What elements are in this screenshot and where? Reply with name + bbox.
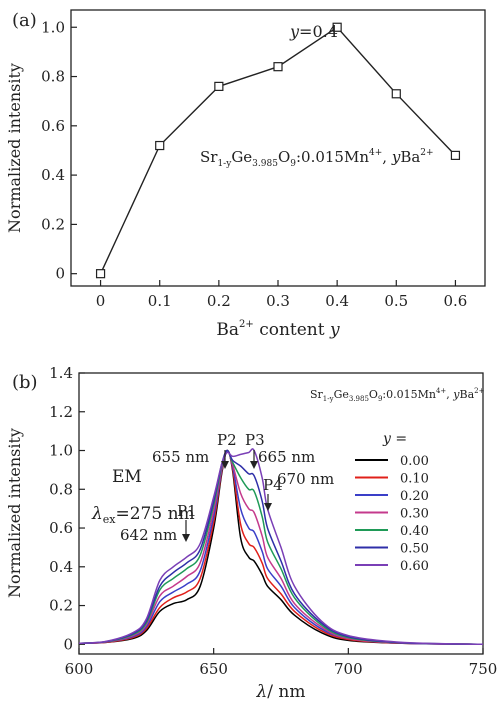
data-point-a [273, 62, 283, 72]
y-tick-label-b: 0.8 [49, 480, 73, 498]
y-tick-label-b: 0.4 [49, 558, 73, 576]
x-tick-label-a: 0.5 [384, 292, 408, 310]
legend-label: 0.50 [400, 542, 429, 557]
x-tick-label-b: 600 [65, 660, 94, 678]
x-tick-label-b: 700 [334, 660, 363, 678]
annotation-p1-label: P1 [177, 502, 197, 520]
y-axis-label-b: Normalized intensity [5, 428, 24, 598]
y-tick-label-b: 0.6 [49, 519, 73, 537]
data-point-a [155, 140, 165, 151]
y-tick-label-b: 1.2 [49, 403, 73, 421]
legend-label: 0.20 [400, 489, 429, 504]
x-tick-label-a: 0 [96, 292, 106, 310]
legend-label: 0.00 [400, 454, 429, 469]
series-line-y-0.60 [78, 448, 484, 646]
series-line-y-0.30 [78, 449, 484, 646]
excitation-label: λex=275 nm [91, 504, 195, 526]
x-tick-label-a: 0.2 [207, 292, 231, 310]
y-tick-label-a: 0.4 [41, 166, 65, 184]
annotation-p3: P3 665 nm [245, 431, 315, 469]
x-axis-label-b: λ/ nm [256, 682, 306, 702]
annotation-p1: P1 642 nm [120, 502, 197, 544]
series-lines-b [78, 448, 484, 646]
x-tick-label-b: 650 [199, 660, 228, 678]
y-axis-label-a: Normalized intensity [5, 63, 24, 233]
panel-label-b: (b) [12, 372, 38, 393]
annotation-p4-wavelength: 670 nm [277, 470, 334, 488]
plot-frame-b [78, 372, 484, 655]
y-tick-label-b: 1.4 [49, 364, 73, 382]
y-tick-label-a: 0.6 [41, 117, 65, 135]
annotation-p1-wavelength: 642 nm [120, 526, 177, 544]
x-axis-b: 600 650 700 750 [65, 648, 498, 678]
annotation-p3-wavelength: 665 nm [258, 448, 315, 466]
x-axis-label-a: Ba2+ content y [216, 319, 340, 340]
x-tick-label-b: 750 [469, 660, 498, 678]
formula-b: Sr1-yGe3.985O9:0.015Mn4+, yBa2+ [310, 387, 485, 403]
y-tick-label-a: 0.2 [41, 215, 65, 233]
y-tick-label-a: 1.0 [41, 18, 65, 36]
data-point-a [332, 22, 342, 32]
annotation-p4: P4 670 nm [263, 470, 334, 511]
y-tick-label-b: 1.0 [49, 442, 73, 460]
data-point-a [391, 89, 401, 99]
series-line-y-0.40 [78, 449, 484, 646]
peak-annotation: y=0.4 [289, 22, 338, 41]
markers-a [95, 22, 461, 279]
y-tick-label-b: 0.2 [49, 597, 73, 615]
x-tick-label-a: 0.3 [266, 292, 290, 310]
legend-b: y = 0.00 0.10 0.20 0.30 0.40 0.50 0.60 [355, 431, 429, 574]
data-point-a [450, 150, 461, 160]
y-axis-b: 0 0.2 0.4 0.6 0.8 1.0 1.2 1.4 [49, 364, 85, 653]
x-axis-a: 0 0.1 0.2 0.3 0.4 0.5 0.6 [96, 280, 467, 310]
annotation-p2-wavelength: 655 nm [152, 448, 209, 466]
peak-annotation-var: y [289, 22, 300, 41]
chart-panel-a: (a) 0 0.2 0.4 0.6 0.8 1.0 0 0.1 0.2 0.3 0.4 0.5 0.6… [5, 9, 486, 340]
peak-annotation-value: =0.4 [299, 22, 338, 41]
data-point-a [95, 269, 106, 279]
y-tick-label-b: 0 [63, 635, 73, 653]
series-line-y-0.50 [78, 449, 484, 646]
annotation-p4-label: P4 [263, 476, 283, 494]
annotation-p2-label: P2 [217, 431, 237, 449]
legend-label: 0.30 [400, 507, 429, 522]
legend-label: 0.10 [400, 472, 429, 487]
legend-title: y = [382, 431, 407, 447]
chart-panel-b: (b) 00.20.40.60.81.01.21.4 600 650 700 750 … [5, 364, 497, 702]
legend-label: 0.60 [400, 559, 429, 574]
annotation-p2: P2 655 nm [152, 431, 237, 469]
y-axis-a: 0 0.2 0.4 0.6 0.8 1.0 [41, 18, 77, 283]
annotation-p3-label: P3 [245, 431, 265, 449]
x-tick-label-a: 0.1 [148, 292, 172, 310]
panel-label-a: (a) [12, 10, 37, 31]
x-tick-label-a: 0.4 [325, 292, 349, 310]
x-tick-label-a: 0.6 [443, 292, 467, 310]
legend-label: 0.40 [400, 524, 429, 539]
y-tick-label-a: 0 [55, 265, 65, 283]
formula-a: Sr1-yGe3.985O9:0.015Mn4+, yBa2+ [200, 148, 434, 169]
mode-label: EM [112, 467, 142, 487]
data-point-a [214, 81, 224, 91]
y-tick-label-a: 0.8 [41, 68, 65, 86]
